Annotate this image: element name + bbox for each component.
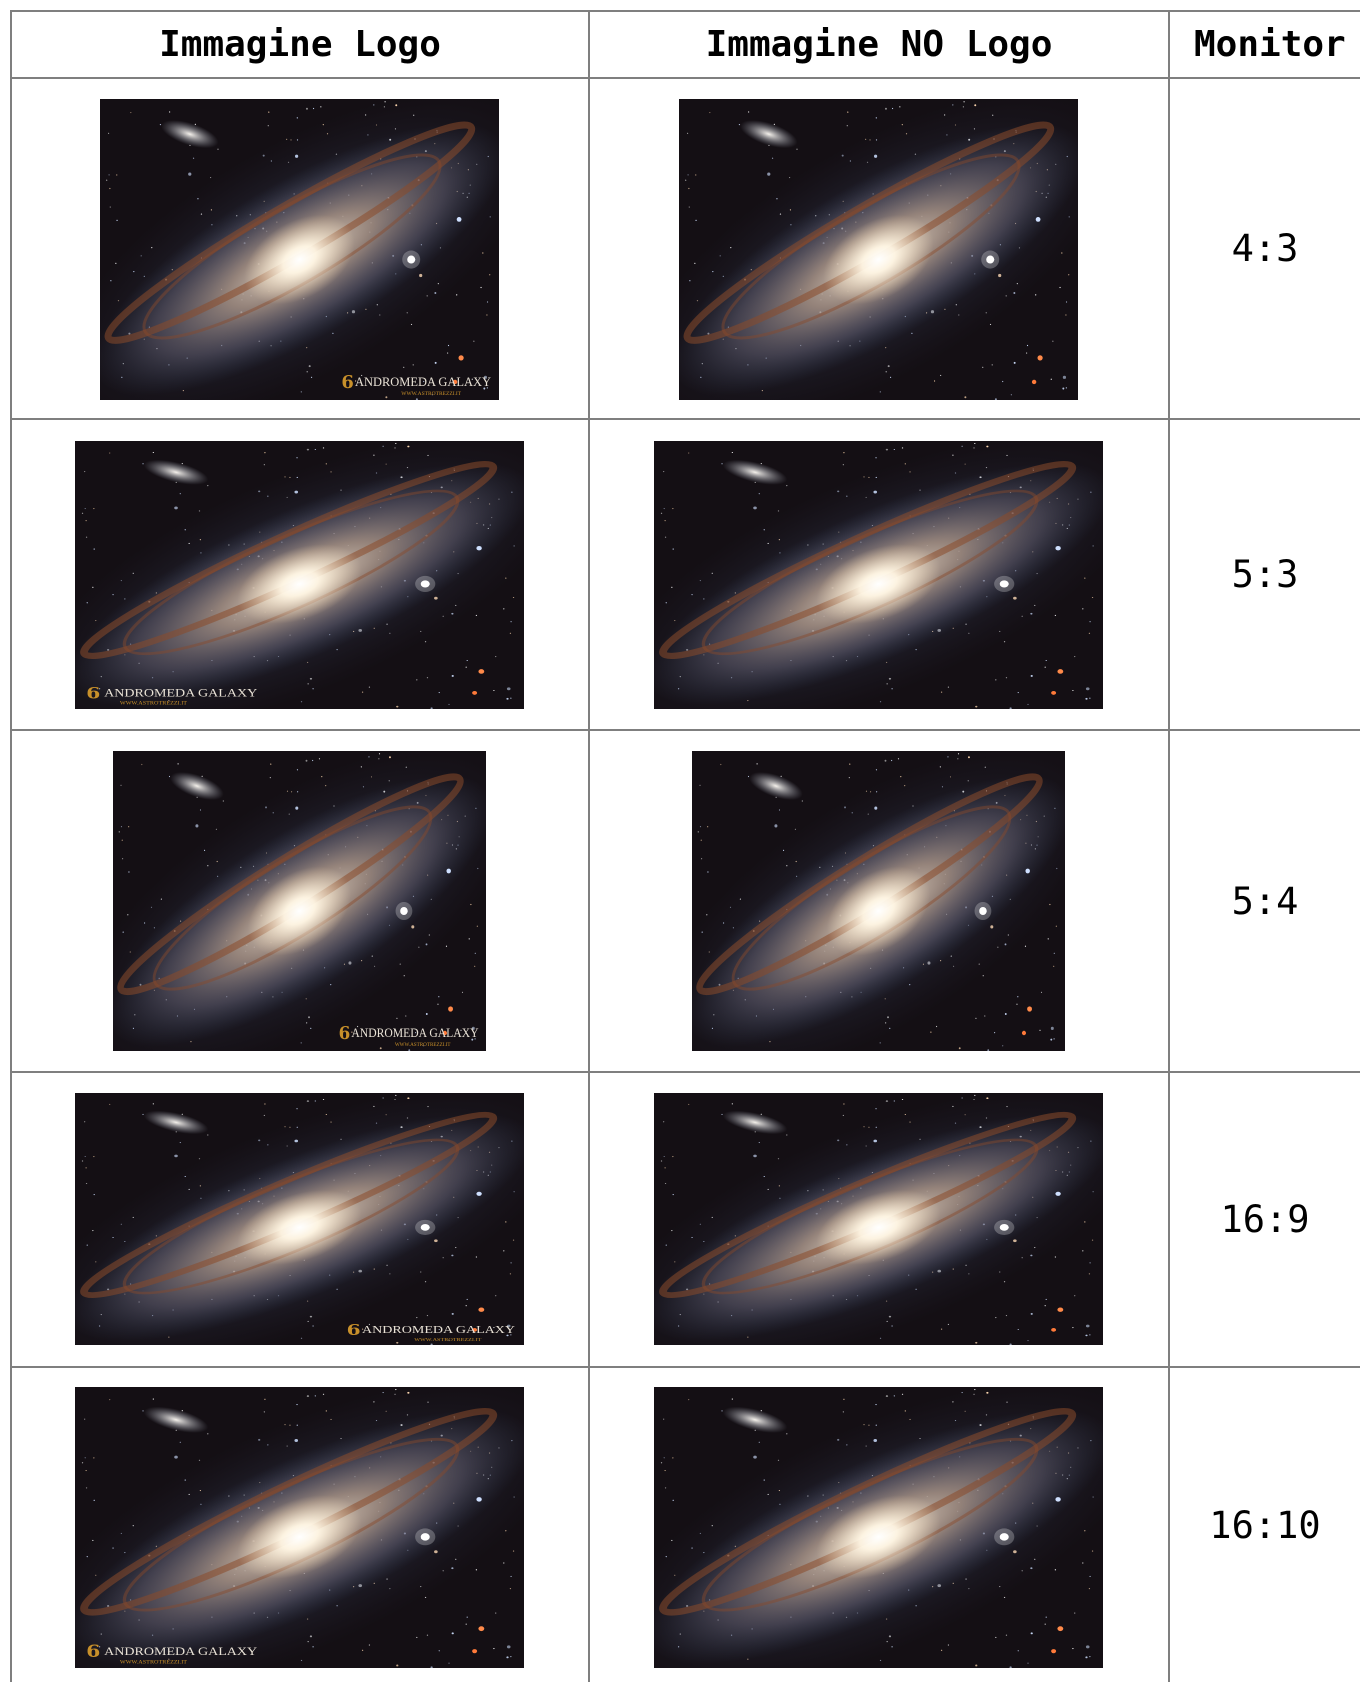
monitor-ratio: 16:9 <box>1220 1198 1310 1241</box>
galaxy-image-with-logo: 6 ANDROMEDA GALAXY WWW.ASTROTREZZI.IT <box>75 1093 524 1345</box>
header-image-no-logo: Immagine NO Logo <box>705 24 1053 65</box>
satellite-galaxy <box>722 1110 788 1135</box>
svg-text:WWW.ASTROTREZZI.IT: WWW.ASTROTREZZI.IT <box>414 1337 482 1342</box>
watermark-logo: 6 ANDROMEDA GALAXY WWW.ASTROTREZZI.IT <box>86 1642 257 1665</box>
satellite-galaxy <box>143 1110 209 1135</box>
watermark-logo: 6 ANDROMEDA GALAXY WWW.ASTROTREZZI.IT <box>86 684 257 706</box>
galaxy-image-with-logo: 6 ANDROMEDA GALAXY WWW.ASTROTREZZI.IT <box>113 751 486 1051</box>
svg-text:WWW.ASTROTREZZI.IT: WWW.ASTROTREZZI.IT <box>395 1042 451 1048</box>
galaxy-photo <box>679 99 1078 400</box>
galaxy-image-with-logo: 6 ANDROMEDA GALAXY WWW.ASTROTREZZI.IT <box>75 441 524 709</box>
galaxy-image-no-logo <box>654 1387 1103 1668</box>
galaxy-disk <box>679 99 1078 400</box>
svg-text:6: 6 <box>86 684 100 702</box>
svg-text:ANDROMEDA GALAXY: ANDROMEDA GALAXY <box>362 1324 515 1336</box>
satellite-galaxy <box>143 459 209 485</box>
bright-star <box>407 255 416 264</box>
galaxy-image-with-logo: 6 ANDROMEDA GALAXY WWW.ASTROTREZZI.IT <box>75 1387 524 1668</box>
svg-text:WWW.ASTROTREZZI.IT: WWW.ASTROTREZZI.IT <box>120 701 188 706</box>
grid-line <box>10 1366 1360 1368</box>
galaxy-photo: 6 ANDROMEDA GALAXY WWW.ASTROTREZZI.IT <box>75 441 524 709</box>
galaxy-disk <box>654 1387 1103 1668</box>
satellite-galaxy <box>161 120 219 149</box>
galaxy-disk <box>75 441 524 709</box>
svg-text:6: 6 <box>86 1642 100 1661</box>
galaxy-photo <box>654 441 1103 709</box>
grid-line <box>1168 10 1170 1682</box>
svg-text:6: 6 <box>339 1023 351 1044</box>
grid-line <box>10 1071 1360 1073</box>
satellite-galaxy <box>170 772 224 800</box>
satellite-galaxy <box>722 1406 788 1433</box>
bright-star <box>986 255 995 264</box>
monitor-ratio: 5:3 <box>1231 553 1299 596</box>
galaxy-photo: 6 ANDROMEDA GALAXY WWW.ASTROTREZZI.IT <box>75 1387 524 1668</box>
galaxy-photo: 6 ANDROMEDA GALAXY WWW.ASTROTREZZI.IT <box>75 1093 524 1345</box>
grid-line <box>10 10 1360 12</box>
galaxy-disk <box>75 1387 524 1668</box>
monitor-ratio: 5:4 <box>1231 879 1299 923</box>
satellite-galaxy <box>740 120 798 149</box>
grid-line <box>588 10 590 1682</box>
header-monitor: Monitor <box>1194 24 1346 65</box>
svg-text:ANDROMEDA GALAXY: ANDROMEDA GALAXY <box>104 1644 257 1658</box>
svg-text:ANDROMEDA GALAXY: ANDROMEDA GALAXY <box>355 375 491 389</box>
satellite-galaxy <box>143 1406 209 1433</box>
grid-line <box>10 77 1360 79</box>
monitor-ratio: 16:10 <box>1209 1503 1321 1547</box>
galaxy-photo <box>692 751 1065 1051</box>
satellite-galaxy <box>722 459 788 485</box>
monitor-ratio: 4:3 <box>1231 227 1299 270</box>
bright-star <box>999 580 1009 588</box>
grid-line <box>10 729 1360 731</box>
bright-star <box>999 1533 1009 1541</box>
galaxy-disk <box>75 1093 524 1345</box>
galaxy-disk <box>654 1093 1103 1345</box>
satellite-galaxy <box>749 772 803 800</box>
svg-text:ANDROMEDA GALAXY: ANDROMEDA GALAXY <box>351 1026 478 1040</box>
watermark-logo: 6 ANDROMEDA GALAXY WWW.ASTROTREZZI.IT <box>347 1321 515 1342</box>
bright-star <box>999 1224 1009 1231</box>
bright-star <box>400 907 408 915</box>
bright-star <box>420 1224 430 1231</box>
svg-text:ANDROMEDA GALAXY: ANDROMEDA GALAXY <box>104 687 257 699</box>
bright-star <box>979 907 987 915</box>
svg-text:WWW.ASTROTREZZI.IT: WWW.ASTROTREZZI.IT <box>120 1660 188 1665</box>
galaxy-image-with-logo: 6 ANDROMEDA GALAXY WWW.ASTROTREZZI.IT <box>100 99 499 400</box>
svg-text:WWW.ASTROTREZZI.IT: WWW.ASTROTREZZI.IT <box>401 391 461 397</box>
galaxy-disk <box>113 751 486 1051</box>
galaxy-photo <box>654 1093 1103 1345</box>
watermark-logo: 6 ANDROMEDA GALAXY WWW.ASTROTREZZI.IT <box>339 1023 479 1048</box>
galaxy-photo <box>654 1387 1103 1668</box>
bright-star <box>420 580 430 588</box>
galaxy-disk <box>692 751 1065 1051</box>
svg-text:6: 6 <box>341 372 353 393</box>
galaxy-disk <box>654 441 1103 709</box>
svg-text:6: 6 <box>347 1321 361 1339</box>
galaxy-image-no-logo <box>692 751 1065 1051</box>
grid-line <box>10 418 1360 420</box>
galaxy-disk <box>100 99 499 400</box>
galaxy-image-no-logo <box>679 99 1078 400</box>
galaxy-image-no-logo <box>654 441 1103 709</box>
header-image-logo: Immagine Logo <box>159 24 441 65</box>
grid-line <box>10 10 12 1682</box>
watermark-logo: 6 ANDROMEDA GALAXY WWW.ASTROTREZZI.IT <box>341 372 491 397</box>
galaxy-image-no-logo <box>654 1093 1103 1345</box>
galaxy-photo: 6 ANDROMEDA GALAXY WWW.ASTROTREZZI.IT <box>113 751 486 1051</box>
galaxy-photo: 6 ANDROMEDA GALAXY WWW.ASTROTREZZI.IT <box>100 99 499 400</box>
bright-star <box>420 1533 430 1541</box>
